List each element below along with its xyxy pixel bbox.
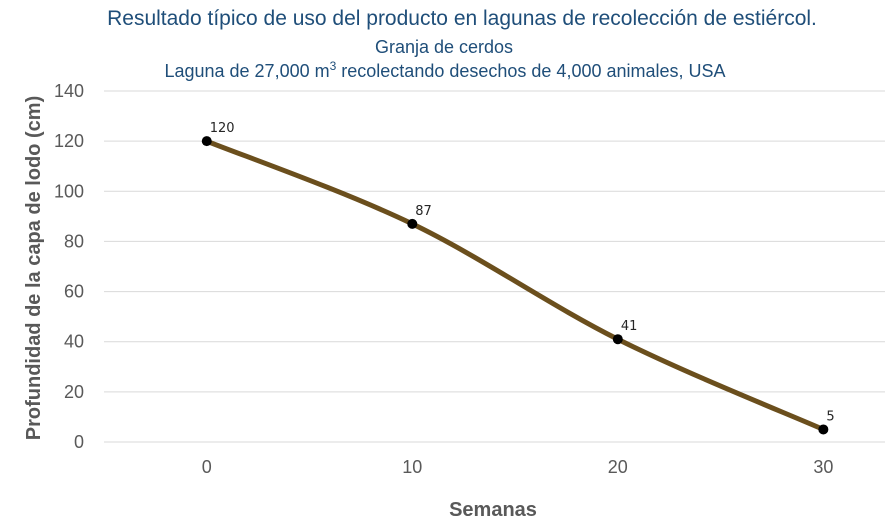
x-tick-label-10: 10 <box>402 457 422 477</box>
y-tick-label-40: 40 <box>64 332 84 352</box>
x-tick-label-30: 30 <box>813 457 833 477</box>
data-point-0 <box>201 136 212 147</box>
y-tick-label-20: 20 <box>64 382 84 402</box>
y-axis-ticks: 0 20 40 60 80 100 120 140 <box>54 81 84 452</box>
y-axis-title: Profundidad de la capa de lodo (cm) <box>23 96 45 440</box>
y-tick-label-80: 80 <box>64 231 84 251</box>
y-tick-label-100: 100 <box>54 181 84 201</box>
gridlines <box>104 90 885 443</box>
data-point-20 <box>612 334 623 345</box>
x-tick-label-0: 0 <box>202 457 212 477</box>
series-markers <box>201 136 829 435</box>
y-tick-label-60: 60 <box>64 282 84 302</box>
subtitle-2-superscript: 3 <box>330 59 337 73</box>
y-tick-label-0: 0 <box>74 432 84 452</box>
x-tick-label-20: 20 <box>608 457 628 477</box>
chart-subtitle-2: Laguna de 27,000 m3 recolectando desecho… <box>164 59 725 81</box>
chart-title: Resultado típico de uso del producto en … <box>107 7 817 30</box>
series-line <box>204 138 826 432</box>
y-tick-label-120: 120 <box>54 131 84 151</box>
data-label-30: 5 <box>826 409 834 424</box>
y-tick-label-140: 140 <box>54 81 84 101</box>
data-label-0: 120 <box>210 121 235 136</box>
data-label-10: 87 <box>415 204 432 219</box>
subtitle-2-text-a: Laguna de 27,000 m <box>164 61 329 81</box>
subtitle-2-text-b: recolectando desechos de 4,000 animales,… <box>336 61 725 81</box>
data-point-30 <box>818 424 829 435</box>
x-axis-title: Semanas <box>449 499 537 521</box>
data-label-20: 41 <box>621 319 638 334</box>
chart-subtitle: Granja de cerdos <box>375 37 513 57</box>
data-labels: 120 87 41 5 <box>210 121 835 424</box>
data-point-10 <box>407 218 418 229</box>
x-axis-ticks: 0 10 20 30 <box>202 457 834 477</box>
